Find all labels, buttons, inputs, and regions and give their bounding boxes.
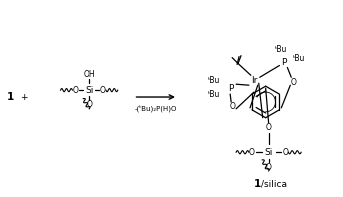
Text: O: O: [282, 148, 288, 157]
Text: ᵗBu: ᵗBu: [293, 54, 305, 63]
Text: O: O: [249, 148, 255, 157]
Text: /silica: /silica: [261, 179, 287, 188]
Text: Si: Si: [264, 148, 273, 157]
Text: Ir: Ir: [251, 76, 257, 85]
Text: 1: 1: [253, 179, 261, 189]
Text: P: P: [228, 84, 234, 93]
Text: O: O: [72, 86, 78, 95]
Text: O: O: [290, 78, 296, 87]
Text: ᵗBu: ᵗBu: [208, 90, 221, 98]
Text: +: +: [20, 93, 28, 101]
Text: OH: OH: [83, 70, 95, 79]
Text: 1: 1: [7, 92, 14, 102]
Text: O: O: [266, 163, 272, 172]
Text: O: O: [266, 123, 272, 132]
Text: O: O: [86, 100, 92, 109]
Text: -(ᵗBu)₂P(H)O: -(ᵗBu)₂P(H)O: [134, 104, 177, 112]
Text: P: P: [281, 58, 286, 67]
Text: ᵗBu: ᵗBu: [208, 76, 221, 85]
Text: O: O: [100, 86, 106, 95]
Text: Si: Si: [85, 86, 93, 95]
Text: O: O: [229, 102, 235, 111]
Text: ᵗBu: ᵗBu: [275, 45, 288, 54]
